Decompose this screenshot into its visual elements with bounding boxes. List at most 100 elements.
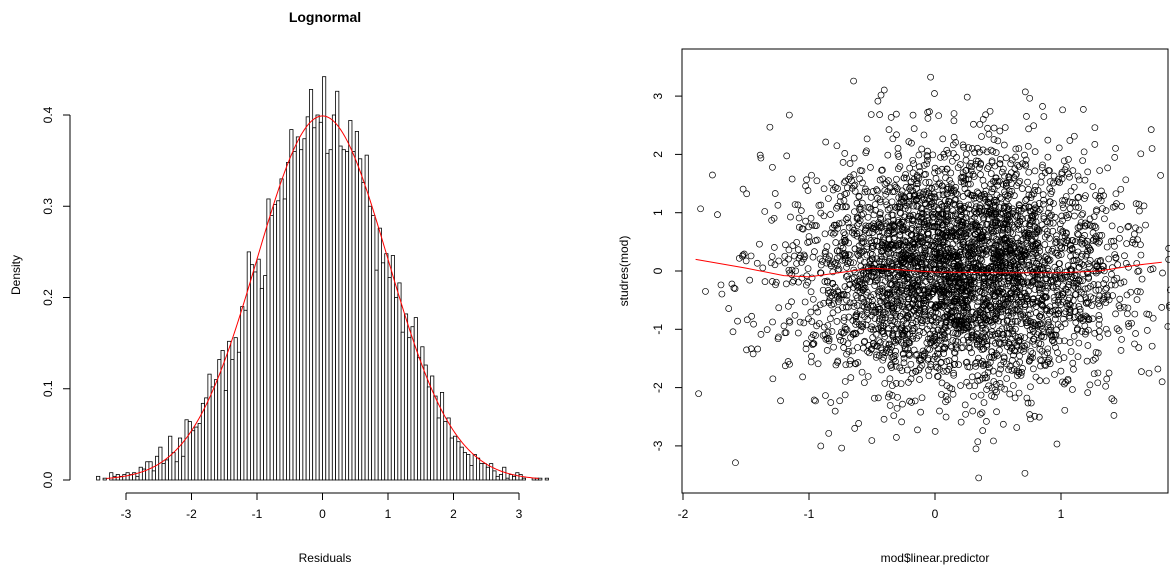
scatter-point [939,186,947,194]
scatter-point [884,213,892,221]
scatter-point [932,245,940,253]
scatter-point [805,238,813,246]
scatter-point [1090,281,1098,288]
scatter-point [1084,247,1092,255]
scatter-point [1074,194,1082,201]
scatter-point [988,157,996,165]
scatter-point [1112,310,1119,318]
scatter-point [1037,362,1044,370]
scatter-point [1074,248,1082,256]
scatter-point [898,324,906,332]
scatter-point [794,329,802,337]
scatter-point [968,216,976,223]
scatter-point [854,287,862,294]
scatter-point [909,187,917,195]
scatter-point [893,131,900,139]
scatter-point [1008,307,1015,315]
scatter-point [845,313,853,321]
scatter-point [771,261,779,269]
scatter-point [938,203,946,211]
scatter-point [966,344,974,352]
scatter-point [934,240,942,247]
scatter-point [1138,275,1146,283]
scatter-point [827,229,835,237]
scatter-point [841,378,849,385]
scatter-point [945,198,953,205]
scatter-point [885,224,893,231]
scatter-point [864,213,872,221]
scatter-point [1017,371,1025,379]
scatter-point [852,321,859,328]
scatter-point [879,239,887,246]
scatter-point [1067,348,1075,355]
scatter-point [1078,240,1086,248]
scatter-point [824,286,832,294]
scatter-point [920,294,927,302]
scatter-point [845,224,853,231]
scatter-point [1009,356,1016,364]
scatter-point [1132,200,1140,207]
scatter-point [993,388,1000,396]
scatter-point [967,167,975,175]
scatter-point [1007,260,1015,267]
scatter-point [836,247,843,255]
scatter-point [837,328,845,336]
scatter-point [1115,327,1123,334]
scatter-point [784,302,792,310]
scatter-point [1104,330,1112,337]
scatter-point [1092,348,1100,356]
scatter-point [804,265,812,272]
scatter-point [868,239,876,247]
scatter-point [852,292,860,299]
scatter-point [958,221,965,229]
scatter-point [963,93,971,101]
scatter-point [1072,284,1080,292]
scatter-point [985,240,993,247]
scatter-point [925,178,933,186]
scatter-point [856,217,864,224]
scatter-point [946,277,954,285]
scatter-point [942,398,949,406]
scatter-point [1083,241,1091,249]
scatter-point [858,199,866,207]
scatter-point [903,274,911,281]
scatter-point [807,214,815,222]
scatter-point [1135,267,1143,275]
histogram-bar [148,461,153,481]
scatter-point [1075,176,1083,184]
scatter-point [803,340,810,347]
scatter-point [989,177,997,185]
scatter-point [878,366,885,374]
scatter-point [852,311,860,319]
scatter-point [1078,314,1085,322]
scatter-point [955,324,963,332]
scatter-point [939,211,947,219]
scatter-point [1109,292,1116,299]
scatter-point [1021,88,1029,96]
scatter-point [988,188,996,196]
scatter-point [1062,193,1070,200]
scatter-point [943,234,950,241]
scatter-point [983,315,991,323]
scatter-point [875,220,883,228]
scatter-point [1067,187,1075,195]
scatter-point [838,239,846,246]
scatter-point [839,304,846,311]
scatter-point [1069,296,1077,304]
scatter-point [814,360,822,368]
scatter-point [1018,343,1026,350]
scatter-point [953,288,961,295]
scatter-point [1082,252,1090,260]
scatter-point [813,177,821,185]
scatter-point [1027,267,1034,274]
scatter-point [1092,238,1100,245]
scatter-point [990,351,998,359]
histogram-bar [456,441,461,481]
scatter-point [1060,204,1067,212]
scatter-point [932,341,939,349]
scatter-point [1124,304,1132,312]
scatter-point [988,348,996,355]
scatter-point [992,208,999,216]
scatter-point [908,232,915,240]
scatter-point [978,251,986,259]
